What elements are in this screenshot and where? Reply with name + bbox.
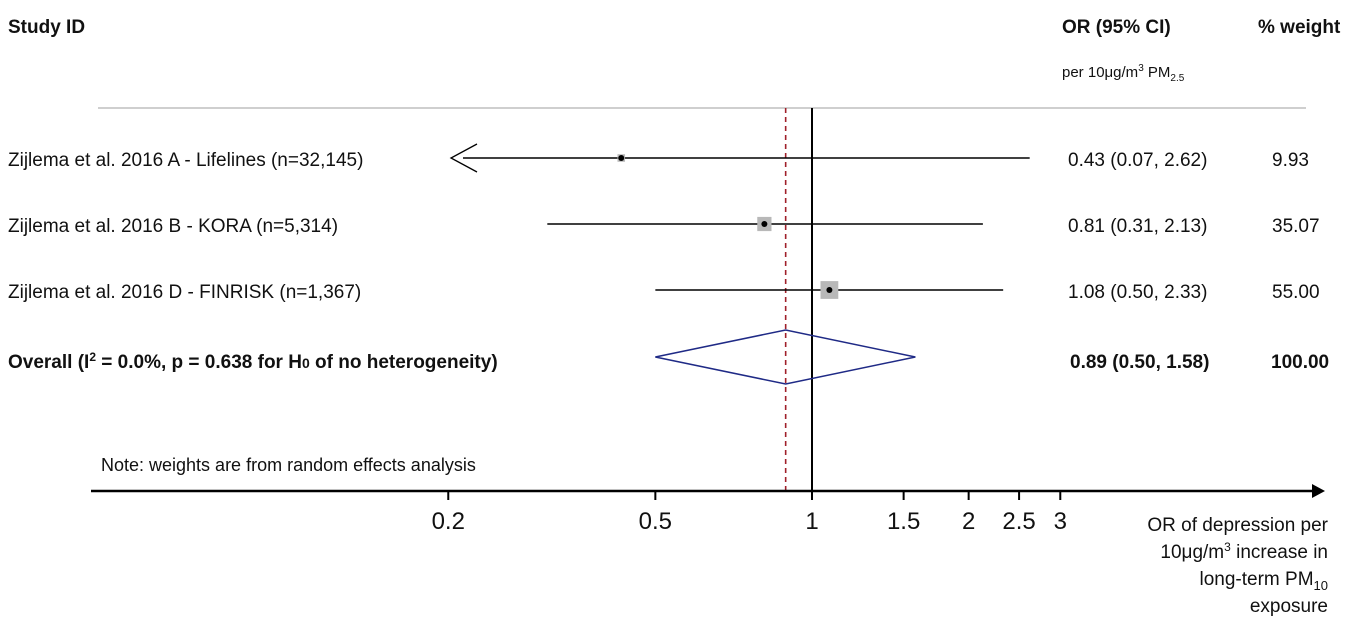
x-tick-label: 3 bbox=[1054, 508, 1067, 535]
overall-label: Overall (I2 = 0.0%, p = 0.638 for H0 of … bbox=[8, 350, 498, 373]
point-estimate bbox=[618, 155, 625, 161]
point-estimate bbox=[826, 287, 833, 293]
x-tick-label: 1.5 bbox=[887, 508, 920, 535]
axis-label-line4: exposure bbox=[1250, 596, 1328, 617]
study-or-text: 0.43 (0.07, 2.62) bbox=[1068, 150, 1207, 171]
x-tick-label: 2.5 bbox=[1002, 508, 1035, 535]
study-row: Zijlema et al. 2016 A - Lifelines (n=32,… bbox=[8, 143, 1309, 173]
x-axis-arrowhead bbox=[1312, 484, 1325, 498]
study-id-header: Study ID bbox=[8, 17, 85, 38]
x-axis-label: OR of depression per 10μg/m3 increase in… bbox=[1147, 515, 1328, 617]
x-tick-label: 0.5 bbox=[639, 508, 672, 535]
overall-weight-text: 100.00 bbox=[1271, 352, 1329, 373]
study-or-text: 0.81 (0.31, 2.13) bbox=[1068, 216, 1207, 237]
overall-or-text: 0.89 (0.50, 1.58) bbox=[1070, 352, 1209, 373]
x-tick-label: 0.2 bbox=[432, 508, 465, 535]
study-label: Zijlema et al. 2016 D - FINRISK (n=1,367… bbox=[8, 282, 361, 303]
study-label: Zijlema et al. 2016 A - Lifelines (n=32,… bbox=[8, 150, 363, 171]
axis-label-line2: 10μg/m3 increase in bbox=[1160, 540, 1328, 563]
study-weight-text: 35.07 bbox=[1272, 216, 1320, 237]
study-weight-text: 9.93 bbox=[1272, 150, 1309, 171]
axis-label-line3: long-term PM10 bbox=[1200, 569, 1329, 593]
x-axis-ticks: 0.2 0.5 1 1.5 2 2.5 3 bbox=[432, 491, 1067, 535]
weight-header: % weight bbox=[1258, 17, 1341, 38]
weights-note: Note: weights are from random effects an… bbox=[101, 455, 476, 475]
unit-subheader: per 10μg/m3 PM2.5 bbox=[1062, 63, 1185, 84]
truncation-arrow bbox=[449, 143, 478, 173]
study-rows: Zijlema et al. 2016 A - Lifelines (n=32,… bbox=[8, 143, 1320, 303]
study-row: Zijlema et al. 2016 B - KORA (n=5,314) 0.… bbox=[8, 216, 1320, 237]
or-ci-header: OR (95% CI) bbox=[1062, 17, 1171, 38]
study-label: Zijlema et al. 2016 B - KORA (n=5,314) bbox=[8, 216, 338, 237]
x-tick-label: 2 bbox=[962, 508, 975, 535]
overall-diamond bbox=[655, 329, 916, 385]
x-tick-label: 1 bbox=[805, 508, 818, 535]
study-weight-text: 55.00 bbox=[1272, 282, 1320, 303]
study-or-text: 1.08 (0.50, 2.33) bbox=[1068, 282, 1207, 303]
axis-label-line1: OR of depression per bbox=[1147, 515, 1328, 536]
point-estimate bbox=[761, 221, 768, 227]
study-row: Zijlema et al. 2016 D - FINRISK (n=1,367… bbox=[8, 281, 1320, 303]
